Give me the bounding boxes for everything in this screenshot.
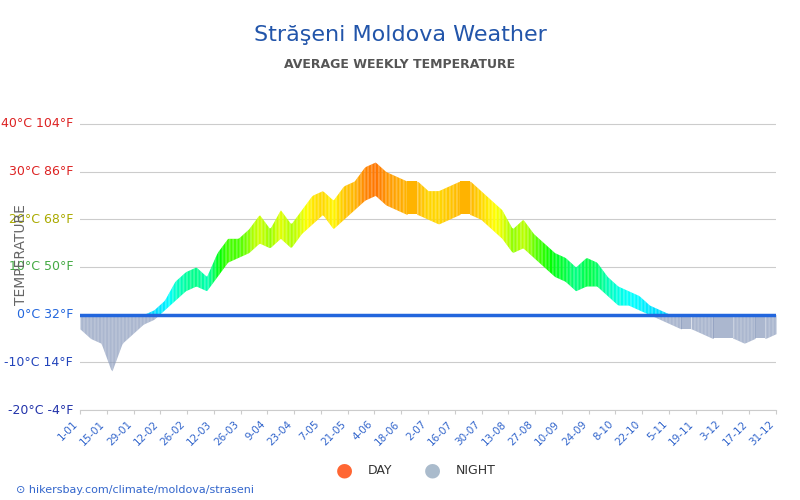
Text: Străşeni Moldova Weather: Străşeni Moldova Weather — [254, 25, 546, 45]
Text: 0°C 32°F: 0°C 32°F — [17, 308, 73, 321]
Text: AVERAGE WEEKLY TEMPERATURE: AVERAGE WEEKLY TEMPERATURE — [285, 58, 515, 71]
Text: 40°C 104°F: 40°C 104°F — [1, 118, 73, 130]
Text: TEMPERATURE: TEMPERATURE — [14, 204, 28, 306]
Text: -20°C -4°F: -20°C -4°F — [8, 404, 73, 416]
Text: ●: ● — [335, 460, 353, 479]
Text: DAY: DAY — [368, 464, 393, 476]
Text: 10°C 50°F: 10°C 50°F — [9, 260, 73, 274]
Text: ⊙ hikersbay.com/climate/moldova/straseni: ⊙ hikersbay.com/climate/moldova/straseni — [16, 485, 254, 495]
Text: 30°C 86°F: 30°C 86°F — [9, 165, 73, 178]
Text: -10°C 14°F: -10°C 14°F — [4, 356, 73, 369]
Text: ●: ● — [423, 460, 441, 479]
Text: 20°C 68°F: 20°C 68°F — [9, 212, 73, 226]
Text: NIGHT: NIGHT — [456, 464, 496, 476]
